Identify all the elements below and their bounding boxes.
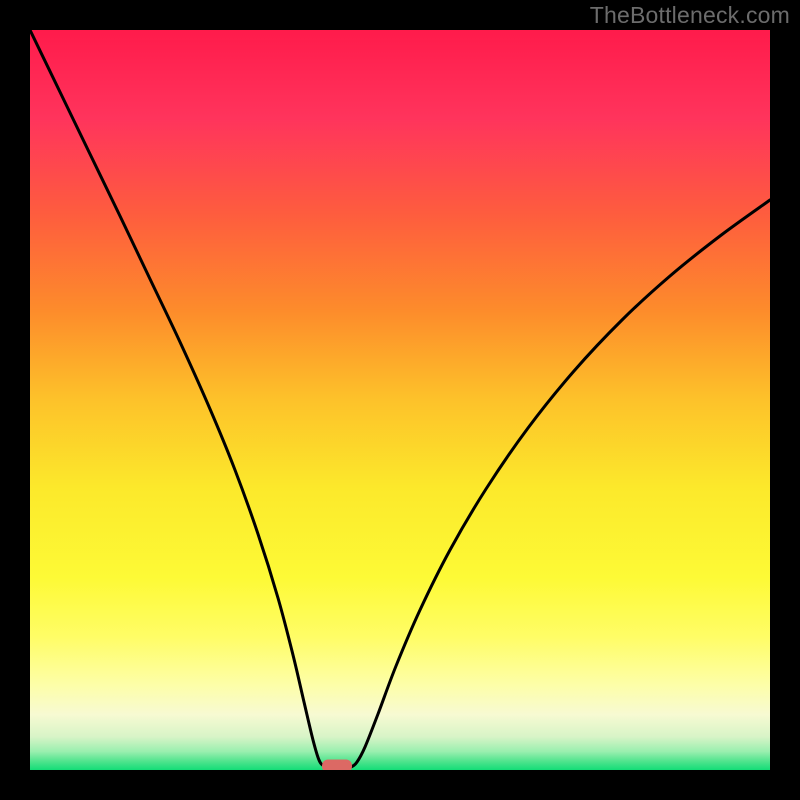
watermark-label: TheBottleneck.com bbox=[590, 2, 790, 29]
bottleneck-chart bbox=[0, 0, 800, 800]
chart-root: TheBottleneck.com bbox=[0, 0, 800, 800]
